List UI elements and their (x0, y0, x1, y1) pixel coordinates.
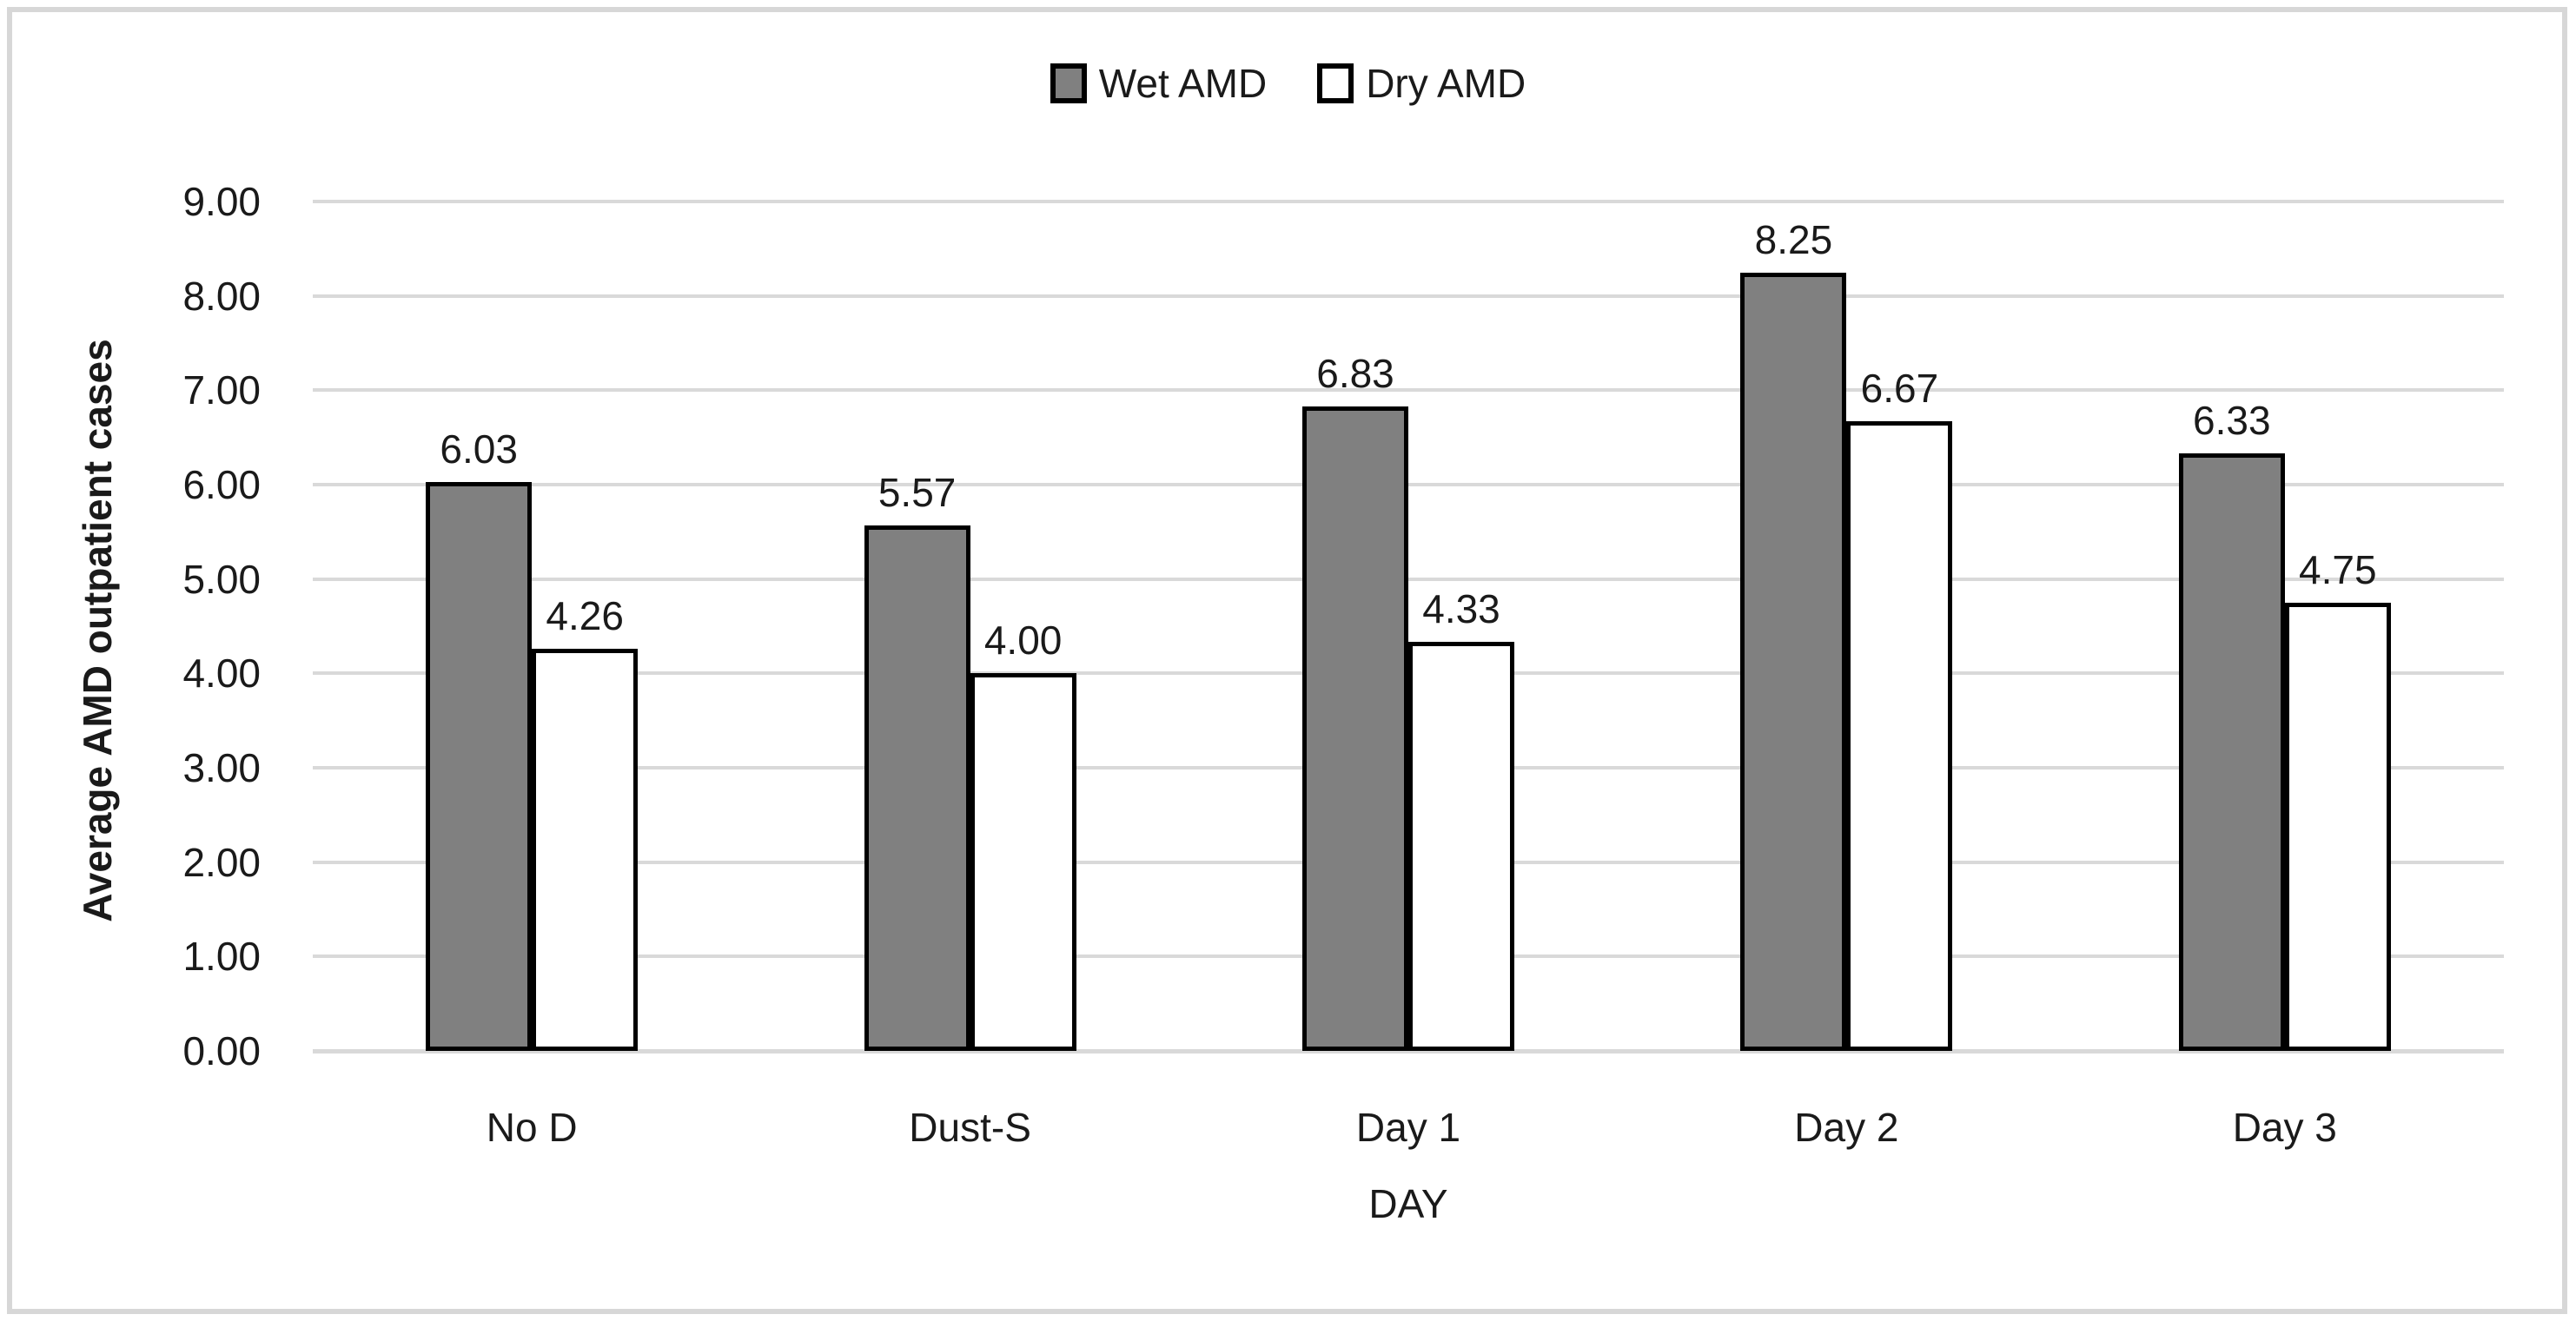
y-tick-label-5-00: 5.00 (182, 556, 261, 602)
data-label-dry-amd-day-2: 6.67 (1860, 366, 1939, 412)
bar-wet-amd-day-3 (2178, 453, 2285, 1051)
gridline-9 (313, 200, 2504, 203)
bar-dry-amd-day-2 (1846, 421, 1953, 1051)
bar-wet-amd-no-d (426, 481, 533, 1051)
y-tick-label-1-00: 1.00 (182, 934, 261, 980)
y-tick-label-6-00: 6.00 (182, 462, 261, 507)
y-tick-label-9-00: 9.00 (182, 179, 261, 224)
bar-dry-amd-no-d (532, 649, 639, 1051)
y-tick-label-2-00: 2.00 (182, 839, 261, 885)
data-label-wet-amd-day-1: 6.83 (1316, 350, 1394, 396)
x-tick-label-day-1: Day 1 (1355, 1105, 1461, 1150)
data-label-dry-amd-day-3: 4.75 (2299, 546, 2377, 592)
y-tick-label-4-00: 4.00 (182, 651, 261, 697)
y-axis-title: Average AMD outpatient cases (75, 339, 120, 922)
data-label-wet-amd-day-2: 8.25 (1754, 216, 1833, 262)
gridline-8 (313, 294, 2504, 298)
legend-swatch-dry-amd (1317, 63, 1354, 103)
data-label-wet-amd-no-d: 6.03 (440, 426, 518, 472)
legend-label-dry-amd: Dry AMD (1366, 61, 1526, 106)
bar-dry-amd-day-3 (2284, 602, 2391, 1051)
legend-label-wet-amd: Wet AMD (1098, 61, 1268, 106)
bar-wet-amd-day-1 (1302, 406, 1408, 1051)
x-tick-label-no-d: No D (486, 1105, 578, 1150)
legend-item-wet-amd: Wet AMD (1050, 61, 1267, 106)
data-label-dry-amd-no-d: 4.26 (546, 593, 624, 639)
bar-wet-amd-dust-s (864, 525, 970, 1051)
y-tick-label-8-00: 8.00 (182, 273, 261, 319)
gridline-7 (313, 388, 2504, 393)
data-label-dry-amd-day-1: 4.33 (1422, 586, 1500, 632)
gridline-5 (313, 577, 2504, 581)
x-tick-label-day-2: Day 2 (1794, 1105, 1899, 1150)
y-tick-label-7-00: 7.00 (182, 367, 261, 413)
bar-dry-amd-dust-s (970, 673, 1076, 1051)
x-axis-line (313, 1049, 2504, 1053)
bar-wet-amd-day-2 (1740, 272, 1847, 1051)
legend-item-dry-amd: Dry AMD (1317, 61, 1526, 106)
legend: Wet AMD Dry AMD (0, 49, 2576, 118)
bar-dry-amd-day-1 (1408, 642, 1514, 1051)
y-tick-label-3-00: 3.00 (182, 745, 261, 790)
x-tick-label-day-3: Day 3 (2232, 1105, 2337, 1150)
x-tick-label-dust-s: Dust-S (909, 1105, 1031, 1150)
data-label-wet-amd-dust-s: 5.57 (877, 469, 957, 515)
legend-swatch-wet-amd (1050, 63, 1087, 103)
gridline-6 (313, 483, 2504, 486)
y-tick-label-0-00: 0.00 (182, 1028, 261, 1073)
x-axis-title: DAY (1368, 1181, 1448, 1226)
data-label-wet-amd-day-3: 6.33 (2193, 398, 2271, 444)
data-label-dry-amd-dust-s: 4.00 (983, 618, 1063, 664)
